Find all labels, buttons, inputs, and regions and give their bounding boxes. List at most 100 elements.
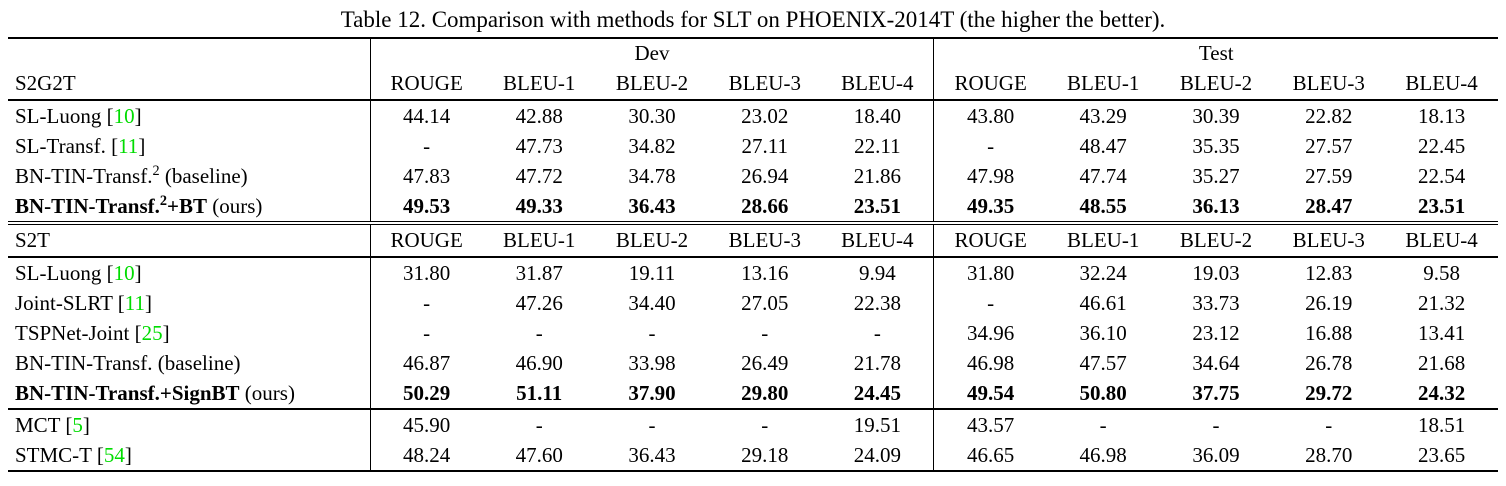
metric-value: 13.16 bbox=[741, 261, 789, 285]
column-header-bleu-2: BLEU-2 bbox=[1159, 68, 1273, 101]
metric-value: 36.13 bbox=[1192, 194, 1240, 218]
metric-value: 46.90 bbox=[515, 351, 563, 375]
method-label: BN-TIN-Transf.+SignBT (ours) bbox=[8, 378, 371, 409]
table-row: MCT [5] 45.90- - -19.51 43.57- - -18.51 bbox=[8, 408, 1498, 440]
method-label: BN-TIN-Transf.2 (baseline) bbox=[8, 161, 371, 191]
metric-value: - bbox=[821, 318, 935, 348]
metric-value: 29.18 bbox=[741, 443, 789, 467]
metric-value: - bbox=[708, 408, 822, 440]
metric-value: 43.29 bbox=[1079, 104, 1127, 128]
results-table-body: Dev Test S2G2T ROUGE BLEU-1 BLEU-2 BLEU-3 BLEU-… bbox=[8, 38, 1498, 471]
metric-value: 35.35 bbox=[1192, 134, 1240, 158]
metric-value: - bbox=[423, 291, 431, 315]
method-label-text: BN-TIN-Transf. bbox=[15, 194, 160, 218]
method-label: TSPNet-Joint [25] bbox=[8, 318, 371, 348]
citation-link[interactable]: 5 bbox=[72, 413, 83, 437]
method-label-text: MCT bbox=[15, 413, 66, 437]
method-label-text: STMC-T bbox=[15, 443, 97, 467]
column-header-rouge: ROUGE bbox=[933, 68, 1047, 101]
metric-value: 26.49 bbox=[741, 351, 789, 375]
column-header-bleu-1: BLEU-1 bbox=[482, 221, 596, 258]
metric-value: 27.05 bbox=[741, 291, 789, 315]
metric-value: 46.87 bbox=[403, 351, 451, 375]
metric-value: 24.45 bbox=[821, 378, 935, 409]
metric-value: 47.83 bbox=[403, 164, 451, 188]
column-header-bleu-4: BLEU-4 bbox=[821, 221, 935, 258]
metric-value: 36.10 bbox=[1079, 321, 1127, 345]
table-row: SL-Luong [10] 44.14 42.88 30.30 23.02 18.40 43… bbox=[8, 100, 1498, 131]
method-label: SL-Transf. [11] bbox=[8, 131, 371, 161]
group-header-dev: Dev bbox=[370, 38, 935, 68]
metric-value: 23.51 bbox=[1417, 194, 1466, 218]
metric-value: 33.73 bbox=[1192, 291, 1240, 315]
metric-value: 26.19 bbox=[1305, 291, 1353, 315]
method-label-text: ] bbox=[134, 104, 142, 128]
group-header-row: Dev Test bbox=[8, 38, 1498, 68]
column-header-bleu-4: BLEU-4 bbox=[821, 68, 935, 101]
metric-value: - bbox=[1046, 408, 1160, 440]
citation-link[interactable]: 10 bbox=[113, 261, 135, 285]
column-header-bleu-2: BLEU-2 bbox=[595, 221, 709, 258]
method-label-text: (ours) bbox=[207, 194, 263, 218]
metric-value: 13.41 bbox=[1417, 321, 1466, 345]
metric-value: 21.68 bbox=[1417, 351, 1466, 375]
method-label-text: SL-Transf. bbox=[15, 134, 112, 158]
method-label-text: ] bbox=[124, 443, 132, 467]
metric-value: 21.86 bbox=[821, 161, 935, 191]
metric-value: 19.03 bbox=[1192, 261, 1240, 285]
method-label-text: ] bbox=[145, 291, 153, 315]
column-header-rouge: ROUGE bbox=[370, 68, 483, 101]
metric-value: 22.54 bbox=[1417, 164, 1466, 188]
metrics-header-row: S2T ROUGE BLEU-1 BLEU-2 BLEU-3 BLEU-4 ROUGE BLE… bbox=[8, 221, 1498, 258]
method-label: MCT [5] bbox=[8, 408, 371, 440]
citation-link[interactable]: 54 bbox=[103, 443, 125, 467]
metric-value: 30.39 bbox=[1192, 104, 1240, 128]
metric-value: 46.65 bbox=[967, 443, 1015, 467]
method-label: Joint-SLRT [11] bbox=[8, 288, 371, 318]
metric-value: - bbox=[535, 321, 543, 345]
metric-value: 47.98 bbox=[967, 164, 1015, 188]
metric-value: 47.74 bbox=[1079, 164, 1127, 188]
metric-value: 24.32 bbox=[1417, 381, 1466, 405]
metric-value: 21.78 bbox=[821, 348, 935, 378]
metric-value: 50.29 bbox=[403, 381, 451, 405]
metric-value: 44.14 bbox=[403, 104, 451, 128]
citation-link[interactable]: 11 bbox=[118, 134, 139, 158]
metric-value: 50.80 bbox=[1079, 381, 1127, 405]
citation-link[interactable]: 10 bbox=[113, 104, 135, 128]
metric-value: 45.90 bbox=[370, 408, 483, 440]
method-label-text: ] bbox=[134, 261, 142, 285]
citation-link[interactable]: 11 bbox=[124, 291, 146, 315]
metric-value: 46.61 bbox=[1079, 291, 1127, 315]
metric-value: - bbox=[761, 321, 769, 345]
metric-value: 22.11 bbox=[821, 131, 935, 161]
metric-value: 18.13 bbox=[1417, 104, 1466, 128]
metric-value: - bbox=[482, 408, 596, 440]
column-header-bleu-1: BLEU-1 bbox=[482, 68, 596, 101]
metric-value: 36.09 bbox=[1192, 443, 1240, 467]
metric-value: 34.82 bbox=[628, 134, 676, 158]
metric-value: 49.54 bbox=[967, 381, 1015, 405]
metric-value: 23.02 bbox=[741, 104, 789, 128]
metric-value: 37.75 bbox=[1192, 381, 1240, 405]
metric-value: 48.55 bbox=[1079, 194, 1127, 218]
metric-value: 27.11 bbox=[741, 134, 789, 158]
citation-link[interactable]: 25 bbox=[141, 321, 163, 345]
table-row: SL-Luong [10] 31.80 31.87 19.11 13.16 9.94 31.… bbox=[8, 257, 1498, 288]
table-row: SL-Transf. [11] - 47.73 34.82 27.11 22.11 - 48.… bbox=[8, 131, 1498, 161]
metric-value: 46.98 bbox=[1079, 443, 1127, 467]
metric-value: 47.57 bbox=[1079, 351, 1127, 375]
method-label-text: SL-Luong bbox=[15, 104, 107, 128]
method-label-text: ] bbox=[82, 413, 90, 437]
metric-value: 34.78 bbox=[628, 164, 676, 188]
metric-value: - bbox=[423, 321, 431, 345]
metric-value: - bbox=[1272, 408, 1386, 440]
metric-value: 47.26 bbox=[515, 291, 563, 315]
column-header-bleu-1: BLEU-1 bbox=[1046, 68, 1160, 101]
group-header-test: Test bbox=[1198, 41, 1234, 65]
metric-value: 23.12 bbox=[1192, 321, 1240, 345]
method-label: SL-Luong [10] bbox=[8, 257, 371, 288]
column-header-bleu-3: BLEU-3 bbox=[1272, 68, 1386, 101]
column-header-bleu-2: BLEU-2 bbox=[1159, 221, 1273, 258]
metric-value: 19.51 bbox=[821, 408, 935, 440]
